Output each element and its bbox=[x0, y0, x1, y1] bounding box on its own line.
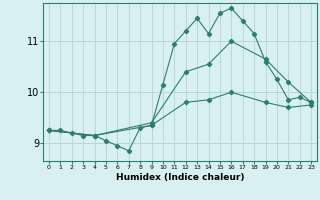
X-axis label: Humidex (Indice chaleur): Humidex (Indice chaleur) bbox=[116, 173, 244, 182]
